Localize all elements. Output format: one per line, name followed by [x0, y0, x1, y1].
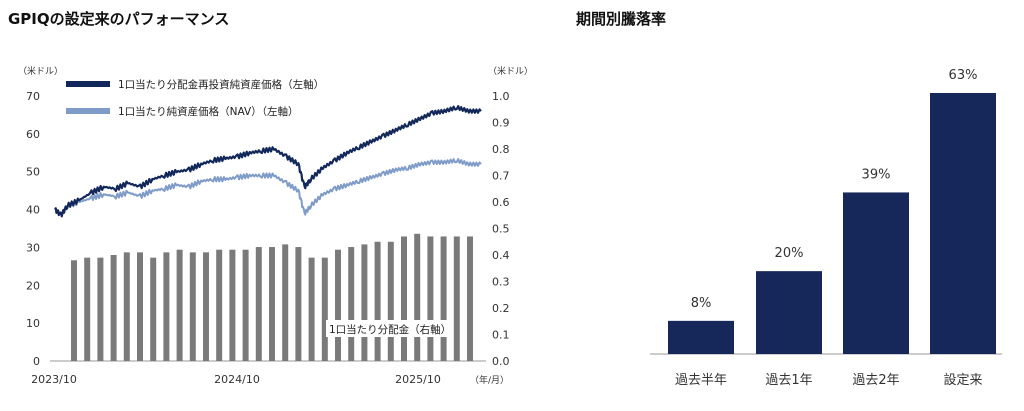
distribution-bar	[255, 247, 262, 361]
right-y-tick-label: 0.0	[492, 355, 510, 368]
distribution-bar	[440, 236, 447, 361]
distribution-bar	[163, 252, 170, 361]
period-return-bar	[668, 320, 734, 354]
distribution-bar	[150, 257, 157, 361]
right-y-tick-label: 0.5	[492, 223, 510, 236]
distribution-bar	[84, 257, 91, 361]
nav-line	[54, 158, 482, 218]
distribution-bar	[401, 236, 407, 361]
right-axis-unit: （米ドル）	[488, 65, 533, 77]
right-y-tick-label: 0.4	[492, 249, 510, 262]
distribution-bar	[335, 249, 341, 361]
distribution-bar	[71, 260, 77, 361]
category-label: 過去半年	[675, 373, 727, 388]
category-label: 設定来	[943, 372, 982, 388]
left-y-tick-label: 10	[26, 317, 40, 330]
distribution-bar	[269, 247, 275, 361]
left-y-tick-label: 20	[26, 279, 40, 292]
x-tick-label: 2025/10	[395, 373, 441, 386]
distribution-bar	[189, 252, 196, 361]
distribution-bar	[387, 241, 394, 361]
right-y-tick-label: 0.3	[492, 276, 510, 289]
x-tick-label: 2023/10	[31, 373, 77, 386]
period-return-bar	[756, 271, 822, 354]
distribution-bar	[374, 241, 381, 361]
left-axis-unit: （米ドル）	[18, 65, 63, 77]
left-chart-title: GPIQの設定来のパフォーマンス	[8, 10, 230, 28]
distribution-bar	[176, 249, 183, 361]
distribution-bar	[361, 244, 368, 361]
right-y-tick-label: 0.6	[492, 196, 510, 209]
distribution-annotation: 1口当たり分配金（右軸）	[329, 323, 451, 336]
left-y-tick-label: 70	[26, 90, 40, 103]
annotation-box	[326, 320, 448, 337]
left-y-tick-label: 60	[26, 128, 40, 141]
period-return-bar	[930, 93, 996, 354]
category-label: 過去2年	[852, 373, 899, 388]
period-return-bar	[843, 192, 909, 354]
distribution-bar	[242, 249, 249, 361]
left-y-tick-label: 0	[33, 355, 40, 368]
right-chart-title: 期間別騰落率	[576, 10, 667, 28]
right-y-tick-label: 0.2	[492, 302, 510, 315]
category-label: 過去1年	[765, 373, 812, 388]
right-y-tick-label: 0.8	[492, 143, 510, 156]
right-y-tick-label: 0.1	[492, 329, 510, 342]
legend-label-nav: 1口当たり純資産価格（NAV）（左軸）	[118, 105, 298, 118]
distribution-bar	[348, 247, 355, 361]
distribution-bar	[216, 249, 223, 361]
distribution-bar	[137, 252, 143, 361]
legend-label-reinvested: 1口当たり分配金再投資純資産価格（左軸）	[118, 78, 324, 91]
distribution-bar	[229, 249, 236, 361]
bar-value-label: 63%	[949, 68, 978, 83]
reinvested-nav-line	[54, 105, 482, 218]
distribution-bar	[427, 236, 434, 361]
right-y-tick-label: 0.9	[492, 117, 510, 130]
distribution-bar	[414, 233, 421, 361]
distribution-bar	[203, 252, 209, 361]
x-tick-label: 2024/10	[214, 373, 260, 386]
bar-value-label: 39%	[862, 167, 891, 182]
bar-value-label: 20%	[775, 246, 804, 261]
left-y-tick-label: 30	[26, 241, 40, 254]
distribution-bar	[97, 257, 104, 361]
distribution-bar	[282, 244, 289, 361]
bar-value-label: 8%	[691, 296, 712, 311]
distribution-bar	[321, 257, 328, 361]
right-y-tick-label: 1.0	[492, 90, 510, 103]
left-y-tick-label: 50	[26, 166, 40, 179]
distribution-bar	[110, 255, 117, 361]
x-axis-unit: （年/月）	[470, 374, 509, 386]
left-y-tick-label: 40	[26, 204, 40, 217]
distribution-bar	[123, 252, 130, 361]
distribution-bar	[467, 236, 473, 361]
distribution-bar	[453, 236, 460, 361]
distribution-bar	[295, 247, 302, 361]
right-y-tick-label: 0.7	[492, 170, 510, 183]
distribution-bar	[308, 257, 315, 361]
